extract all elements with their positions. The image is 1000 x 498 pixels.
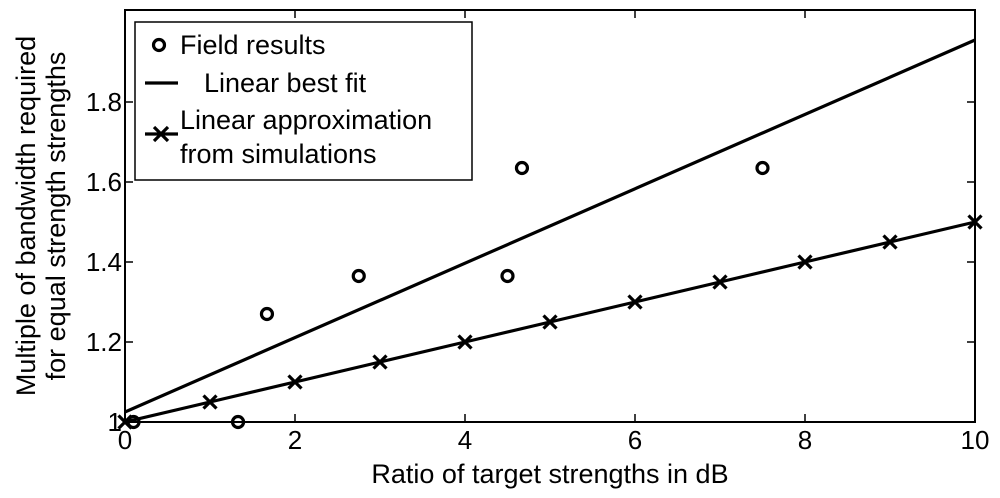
- linear-best-fit-layer: [124, 38, 976, 414]
- y-tick-label-4: 1.8: [86, 87, 122, 117]
- linear-approximation-point-7: [712, 274, 728, 290]
- field-result-point-1: [230, 414, 246, 430]
- linear-approximation-point-3: [372, 354, 388, 370]
- x-axis-label: Ratio of target strengths in dB: [371, 459, 728, 489]
- legend-marker-field-results: [151, 37, 167, 53]
- legend-label-linear-approximation-line2: from simulations: [180, 139, 377, 169]
- linear-approximation-point-10: [967, 214, 983, 230]
- linear-approximation-point-5: [542, 314, 558, 330]
- x-tick-label-2: 4: [458, 425, 472, 455]
- legend-box: [134, 21, 473, 181]
- x-tick-label-0: 0: [118, 425, 132, 455]
- tick-labels: 0 2 4 6 8 10 1 1.2 1.4 1.6 1.8: [86, 87, 990, 455]
- linear-approximation-point-9: [882, 234, 898, 250]
- legend: Field results Linear best fit Linear app…: [134, 21, 473, 181]
- linear-approximation-layer: [117, 214, 983, 430]
- x-tick-label-5: 10: [961, 425, 990, 455]
- linear-best-fit-line: [124, 38, 976, 414]
- field-results-layer: [126, 160, 770, 430]
- plot-frame: [124, 9, 976, 423]
- y-axis-label-line1: Multiple of bandwidth required: [11, 36, 41, 396]
- linear-approximation-point-6: [627, 294, 643, 310]
- field-result-point-0: [126, 414, 141, 430]
- field-result-point-6: [755, 160, 770, 176]
- field-result-point-5: [514, 160, 530, 176]
- linear-approximation-point-2: [287, 374, 303, 390]
- legend-label-linear-best-fit: Linear best fit: [204, 68, 367, 98]
- field-result-point-4: [500, 268, 515, 284]
- y-axis-label: Multiple of bandwidth required for equal…: [11, 36, 71, 396]
- legend-label-field-results: Field results: [180, 30, 326, 60]
- x-tick-label-4: 8: [798, 425, 812, 455]
- x-tick-label-1: 2: [288, 425, 302, 455]
- field-result-point-3: [351, 268, 366, 284]
- linear-approximation-point-1: [202, 394, 218, 410]
- y-tick-label-2: 1.4: [86, 247, 122, 277]
- x-tick-label-3: 6: [628, 425, 642, 455]
- y-axis-label-line2: for equal strength strengths: [41, 52, 71, 381]
- linear-approximation-point-4: [457, 334, 473, 350]
- y-tick-label-0: 1: [108, 407, 122, 437]
- y-tick-label-3: 1.6: [86, 167, 122, 197]
- field-result-point-2: [259, 306, 275, 322]
- y-tick-label-1: 1.2: [86, 327, 122, 357]
- legend-marker-linear-approximation: [152, 125, 170, 143]
- linear-approximation-point-8: [797, 254, 813, 270]
- legend-label-linear-approximation-line1: Linear approximation: [180, 105, 432, 135]
